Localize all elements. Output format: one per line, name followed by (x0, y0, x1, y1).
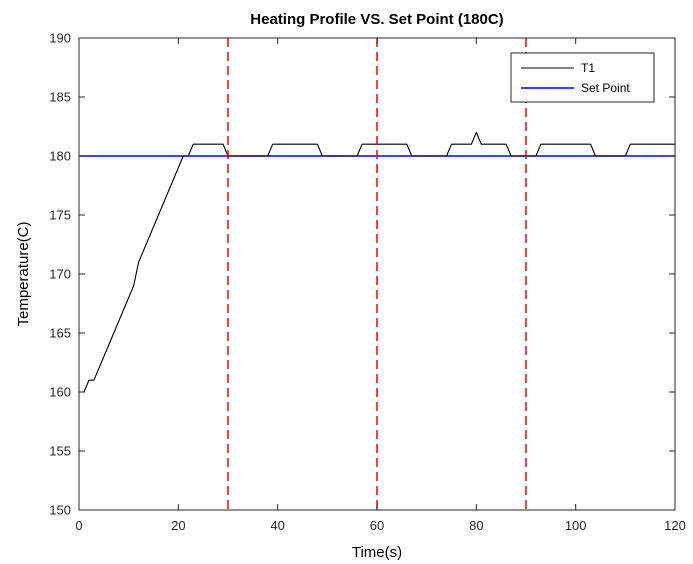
x-tick-label: 120 (664, 518, 686, 533)
y-tick-label: 180 (49, 149, 71, 164)
axes-layer: 0 20 40 60 80 100 120 150 155 160 165 170 175 180 185 1… (49, 31, 686, 534)
legend: T1 Set Point (510, 52, 655, 103)
y-tick-label: 175 (49, 208, 71, 223)
x-tick-label: 60 (370, 518, 384, 533)
y-tick-label: 190 (49, 31, 71, 46)
series-layer (79, 38, 675, 510)
legend-label-set-point: Set Point (581, 81, 630, 95)
x-tick-label: 80 (469, 518, 483, 533)
x-tick-label: 100 (565, 518, 587, 533)
legend-label-t1: T1 (581, 61, 595, 75)
x-axis-label: Time(s) (352, 544, 402, 561)
y-tick-label: 155 (49, 444, 71, 459)
series-line-t1 (79, 131, 675, 393)
y-tick-label: 150 (49, 503, 71, 518)
y-tick-label: 185 (49, 90, 71, 105)
y-axis-label: Temperature(C) (15, 221, 32, 326)
x-tick-label: 20 (171, 518, 185, 533)
y-tick-label: 160 (49, 385, 71, 400)
x-tick-label: 40 (270, 518, 284, 533)
legend-box (510, 52, 655, 103)
y-tick-label: 165 (49, 326, 71, 341)
y-tick-label: 170 (49, 267, 71, 282)
chart-title: Heating Profile VS. Set Point (180C) (250, 11, 503, 28)
x-tick-label: 0 (75, 518, 82, 533)
